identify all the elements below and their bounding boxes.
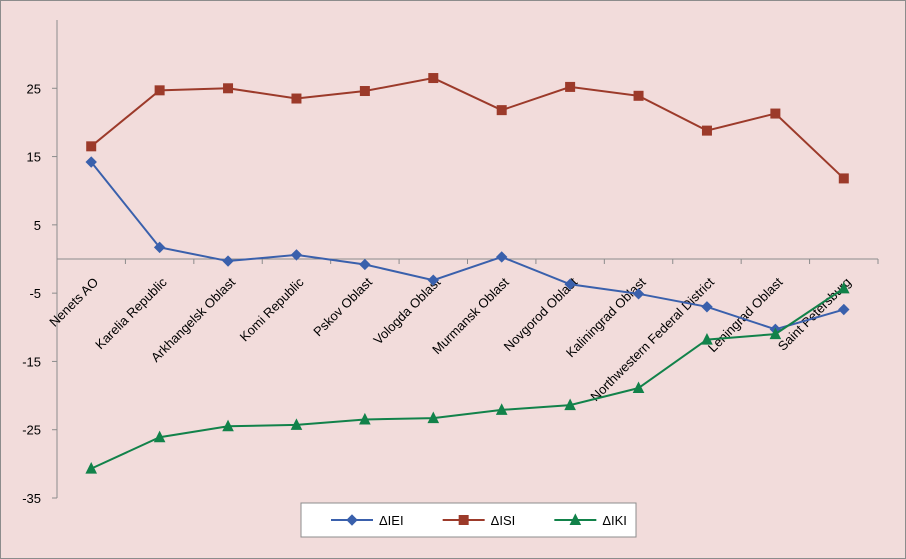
data-point	[222, 419, 234, 432]
data-point	[359, 258, 371, 271]
data-point	[222, 255, 234, 267]
x-tick-label: Nenets AO	[46, 275, 101, 330]
data-point	[290, 418, 303, 430]
data-point	[701, 332, 713, 345]
data-point	[223, 83, 234, 94]
data-point	[837, 281, 850, 294]
y-tick-label: 25	[27, 81, 41, 96]
data-point	[153, 241, 166, 254]
data-point	[85, 156, 97, 168]
y-tick-label: 5	[34, 218, 41, 233]
y-tick-label: -35	[22, 491, 41, 506]
data-point	[291, 93, 302, 104]
data-point	[701, 125, 712, 136]
data-point	[564, 278, 576, 290]
data-point	[85, 462, 98, 474]
y-tick-label: -25	[22, 423, 41, 438]
data-point	[359, 86, 370, 97]
data-point	[495, 403, 508, 415]
data-point	[769, 327, 782, 340]
series-line	[90, 161, 845, 331]
data-point	[427, 411, 440, 424]
data-point	[632, 381, 645, 394]
y-tick-label: 15	[27, 150, 41, 165]
data-point	[770, 108, 781, 119]
series-0	[85, 156, 850, 336]
x-tick-label: Northwestern Federal District	[587, 274, 717, 404]
data-point	[838, 173, 849, 184]
data-point	[564, 398, 576, 411]
legend-marker	[458, 515, 469, 525]
data-point	[633, 90, 644, 101]
data-point	[496, 105, 507, 116]
data-point	[427, 274, 439, 286]
x-tick-label: Komi Republic	[237, 274, 307, 344]
data-point	[86, 141, 97, 152]
y-tick-label: -5	[29, 286, 41, 301]
data-point	[359, 412, 371, 425]
legend-marker	[569, 513, 582, 525]
data-point	[838, 303, 850, 316]
legend-label: ΔISI	[491, 513, 516, 528]
series-2	[85, 281, 850, 474]
data-point	[701, 301, 713, 313]
data-point	[565, 81, 576, 92]
data-point	[632, 288, 645, 300]
legend: ΔIEI ΔISI ΔIKI	[300, 502, 637, 538]
series-1	[86, 73, 849, 184]
series-line	[90, 77, 845, 180]
data-point	[428, 73, 439, 84]
x-tick-label: Pskov Oblast	[310, 274, 375, 339]
legend-label: ΔIKI	[602, 513, 627, 528]
data-point	[496, 251, 508, 263]
data-point	[290, 249, 303, 261]
data-point	[154, 85, 165, 96]
legend-marker	[346, 514, 358, 526]
series-line	[90, 287, 845, 470]
data-point	[153, 430, 166, 443]
x-tick-label: Karelia Republic	[92, 274, 170, 352]
legend-label: ΔIEI	[379, 513, 404, 528]
y-tick-label: -15	[22, 354, 41, 369]
